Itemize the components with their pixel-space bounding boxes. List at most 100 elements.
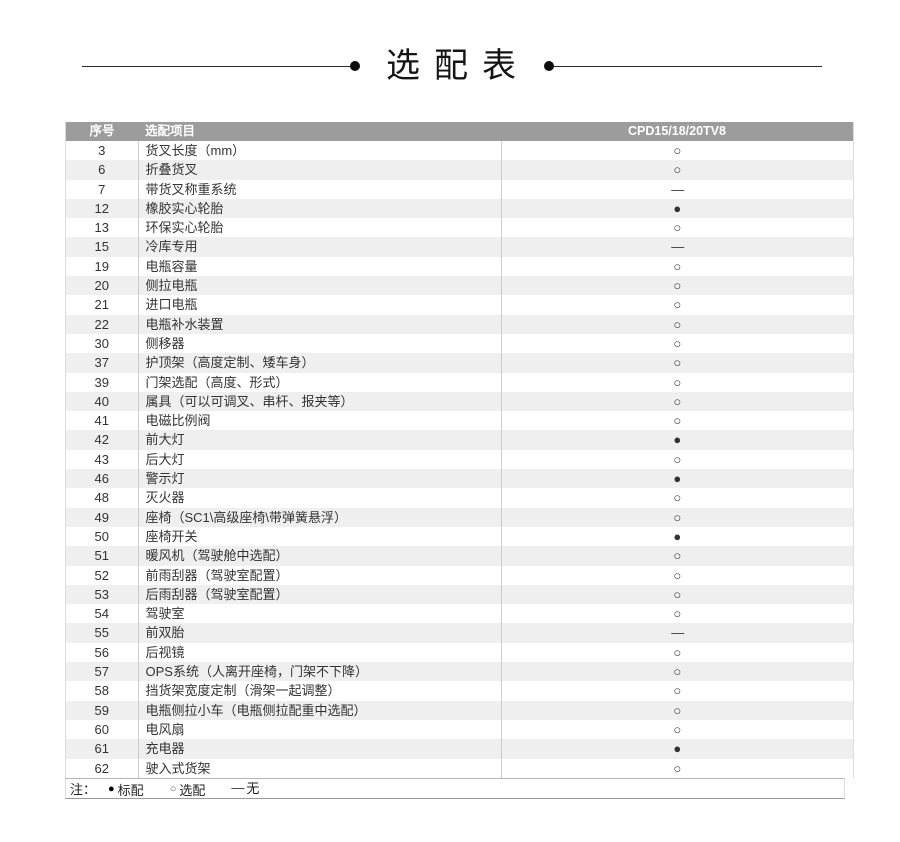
- legend-label-none: 无: [246, 781, 260, 797]
- table-row: 46 警示灯 ●: [65, 469, 854, 489]
- row-no: 37: [65, 353, 139, 373]
- row-no: 56: [65, 642, 139, 663]
- row-item: 货叉长度（mm）: [138, 141, 502, 161]
- row-symbol-optional: ○: [673, 335, 682, 351]
- row-item: 暖风机（驾驶舱中选配）: [138, 546, 502, 566]
- row-item: 座椅（SC1\高级座椅\带弹簧悬浮）: [138, 507, 502, 527]
- legend-item-none: — 无: [231, 778, 259, 797]
- legend-symbol-optional: ○: [169, 783, 177, 796]
- row-item: 前雨刮器（驾驶室配置）: [138, 565, 502, 585]
- row-item: 座椅开关: [138, 526, 502, 547]
- table-header-row: 序号 选配项目 CPD15/18/20TV8: [65, 122, 854, 141]
- table-row: 49 座椅（SC1\高级座椅\带弹簧悬浮） ○: [65, 507, 854, 527]
- options-table-body: 3 货叉长度（mm） ○ 6 折叠货叉 ○ 7 带货叉称重系统 — 12 橡胶实…: [65, 141, 854, 778]
- row-item: 属具（可以可调叉、串杆、报夹等）: [138, 391, 502, 412]
- legend-label-standard: 标配: [117, 782, 144, 798]
- row-no: 57: [65, 662, 139, 682]
- header-cell-item: 选配项目: [138, 122, 501, 141]
- row-item: 护顶架（高度定制、矮车身）: [138, 353, 502, 373]
- options-table: 序号 选配项目 CPD15/18/20TV8 3 货叉长度（mm） ○ 6 折叠…: [65, 122, 854, 778]
- row-no: 15: [65, 237, 139, 257]
- row-symbol-optional: ○: [673, 760, 682, 776]
- row-symbol-optional: ○: [673, 548, 682, 564]
- row-symbol-optional: ○: [673, 393, 682, 409]
- header-cell-model: CPD15/18/20TV8: [501, 122, 854, 141]
- table-row: 39 门架选配（高度、形式） ○: [65, 372, 854, 392]
- table-row: 57 OPS系统（人离开座椅，门架不下降） ○: [65, 662, 854, 682]
- row-item: 电瓶侧拉小车（电瓶侧拉配重中选配）: [138, 700, 502, 720]
- row-symbol-optional: ○: [673, 413, 682, 429]
- row-symbol-optional: ○: [673, 702, 682, 718]
- table-row: 37 护顶架（高度定制、矮车身） ○: [65, 353, 854, 373]
- row-symbol-none: —: [671, 625, 684, 641]
- row-item: 灭火器: [138, 488, 502, 508]
- row-item: 侧移器: [138, 333, 502, 354]
- row-item: 前大灯: [138, 430, 502, 450]
- table-row: 13 环保实心轮胎 ○: [65, 218, 854, 238]
- row-item: 驾驶室: [138, 604, 502, 624]
- table-row: 55 前双胎 —: [65, 623, 854, 643]
- row-item: 电风扇: [138, 719, 502, 740]
- table-row: 6 折叠货叉 ○: [65, 160, 854, 180]
- row-no: 12: [65, 198, 139, 219]
- row-no: 58: [65, 681, 139, 701]
- table-row: 58 挡货架宽度定制（滑架一起调整） ○: [65, 681, 854, 701]
- row-no: 55: [65, 623, 139, 643]
- row-symbol-optional: ○: [673, 664, 682, 680]
- header-cell-no: 序号: [65, 122, 138, 141]
- row-item: 进口电瓶: [138, 295, 502, 315]
- row-no: 50: [65, 526, 139, 547]
- row-no: 46: [65, 469, 139, 489]
- row-symbol-optional: ○: [673, 451, 682, 467]
- title-dot-right-icon: [544, 61, 554, 71]
- row-symbol-optional: ○: [673, 683, 682, 699]
- table-row: 12 橡胶实心轮胎 ●: [65, 198, 854, 219]
- row-symbol-standard: ●: [673, 432, 682, 448]
- row-item: 折叠货叉: [138, 160, 502, 180]
- table-row: 22 电瓶补水装置 ○: [65, 314, 854, 334]
- row-symbol-optional: ○: [673, 316, 682, 332]
- row-no: 49: [65, 507, 139, 527]
- row-no: 51: [65, 546, 139, 566]
- row-no: 39: [65, 372, 139, 392]
- page: 选配表 序号 选配项目 CPD15/18/20TV8 3 货叉长度（mm） ○ …: [0, 46, 900, 842]
- table-row: 7 带货叉称重系统 —: [65, 179, 854, 199]
- table-row: 52 前雨刮器（驾驶室配置） ○: [65, 565, 854, 585]
- legend-note: 注： ● 标配 ○ 选配 — 无: [65, 777, 845, 799]
- row-no: 30: [65, 333, 139, 354]
- table-row: 20 侧拉电瓶 ○: [65, 276, 854, 296]
- row-item: 橡胶实心轮胎: [138, 198, 502, 219]
- row-symbol-optional: ○: [673, 644, 682, 660]
- row-symbol-standard: ●: [673, 200, 682, 216]
- row-item: 电磁比例阀: [138, 411, 502, 431]
- row-symbol-standard: ●: [673, 528, 682, 544]
- table-row: 48 灭火器 ○: [65, 488, 854, 508]
- row-symbol-optional: ○: [673, 586, 682, 602]
- table-row: 54 驾驶室 ○: [65, 604, 854, 624]
- legend-symbol-standard: ●: [108, 783, 115, 796]
- row-symbol-optional: ○: [673, 721, 682, 737]
- row-symbol-optional: ○: [673, 490, 682, 506]
- row-no: 3: [65, 141, 139, 161]
- table-row: 41 电磁比例阀 ○: [65, 411, 854, 431]
- row-no: 7: [65, 179, 139, 199]
- row-item: 警示灯: [138, 469, 502, 489]
- row-no: 22: [65, 314, 139, 334]
- row-item: 电瓶补水装置: [138, 314, 502, 334]
- row-no: 40: [65, 391, 139, 412]
- row-symbol-optional: ○: [673, 162, 682, 178]
- row-no: 62: [65, 758, 139, 778]
- row-item: 带货叉称重系统: [138, 179, 502, 199]
- row-no: 43: [65, 449, 139, 470]
- row-item: 冷库专用: [138, 237, 502, 257]
- row-symbol-optional: ○: [673, 143, 682, 158]
- row-symbol-optional: ○: [673, 567, 682, 583]
- table-row: 59 电瓶侧拉小车（电瓶侧拉配重中选配） ○: [65, 700, 854, 720]
- table-row: 43 后大灯 ○: [65, 449, 854, 470]
- row-item: 后雨刮器（驾驶室配置）: [138, 584, 502, 605]
- row-symbol-optional: ○: [673, 220, 682, 236]
- row-no: 59: [65, 700, 139, 720]
- table-row: 60 电风扇 ○: [65, 719, 854, 740]
- title-rule-right: [554, 65, 822, 67]
- row-symbol-optional: ○: [673, 509, 682, 525]
